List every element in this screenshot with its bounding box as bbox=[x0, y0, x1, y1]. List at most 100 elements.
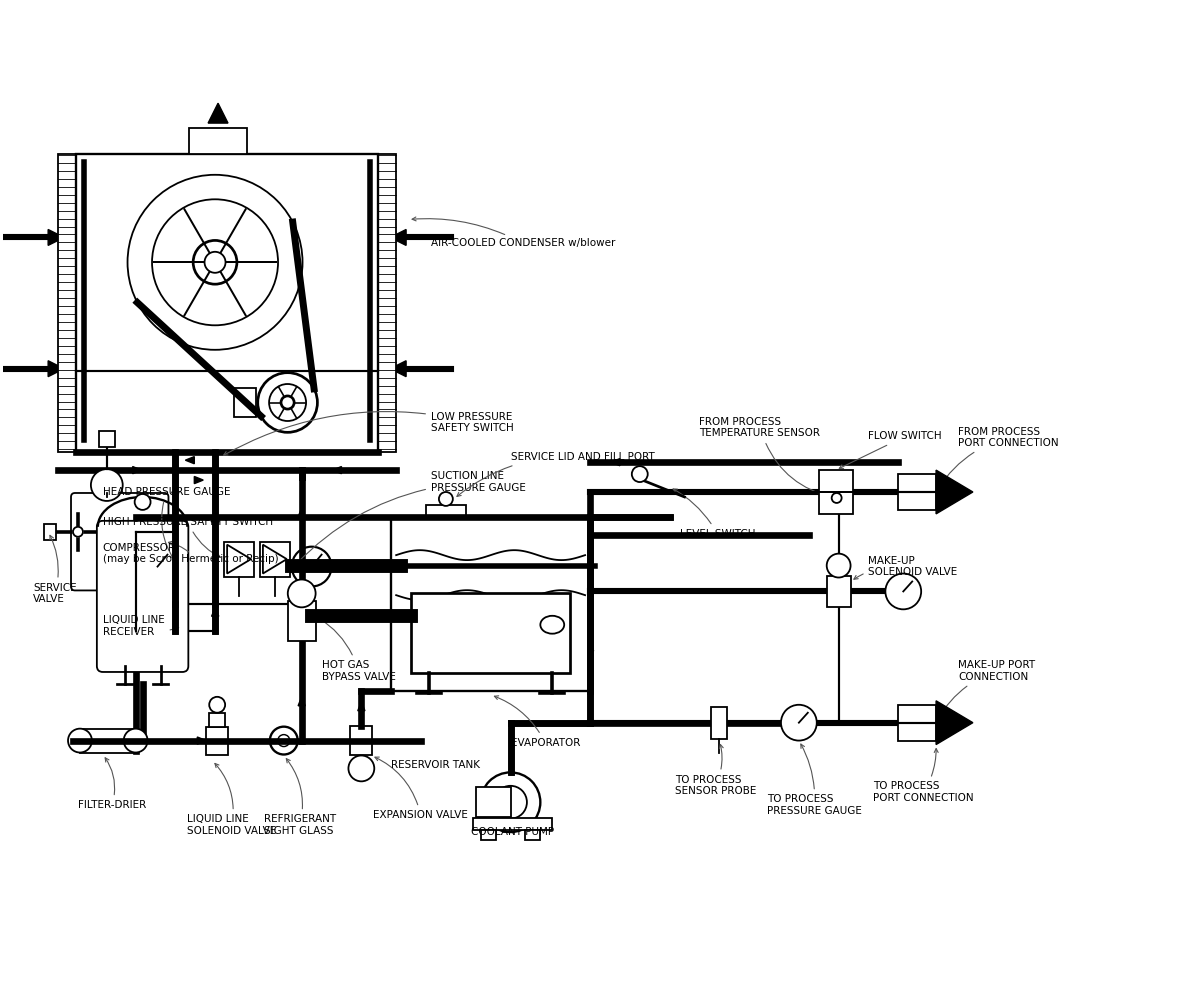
Text: FILTER-DRIER: FILTER-DRIER bbox=[78, 758, 146, 810]
Bar bbox=[712, 707, 727, 738]
Text: LIQUID LINE
SOLENOID VALVE: LIQUID LINE SOLENOID VALVE bbox=[187, 763, 276, 836]
Circle shape bbox=[73, 526, 83, 537]
Text: LEVEL SWITCH: LEVEL SWITCH bbox=[673, 489, 755, 539]
Circle shape bbox=[91, 469, 122, 501]
Circle shape bbox=[193, 241, 236, 284]
Text: EVAPORATOR: EVAPORATOR bbox=[494, 696, 580, 747]
Bar bbox=[475, 788, 510, 817]
Bar bbox=[473, 818, 552, 830]
Polygon shape bbox=[332, 466, 342, 473]
Text: HOT GAS
BYPASS VALVE: HOT GAS BYPASS VALVE bbox=[319, 619, 396, 682]
Bar bbox=[209, 713, 226, 727]
Polygon shape bbox=[332, 562, 342, 570]
Polygon shape bbox=[390, 230, 406, 246]
Polygon shape bbox=[194, 476, 203, 484]
Bar bbox=[378, 154, 396, 453]
Text: TO PROCESS
PORT CONNECTION: TO PROCESS PORT CONNECTION bbox=[874, 748, 974, 803]
Bar bbox=[818, 470, 852, 514]
Bar bbox=[224, 542, 254, 576]
Text: MAKE-UP PORT
CONNECTION: MAKE-UP PORT CONNECTION bbox=[938, 660, 1036, 719]
Ellipse shape bbox=[540, 616, 564, 633]
Bar bbox=[206, 727, 228, 754]
Bar bbox=[412, 593, 570, 673]
Text: HEAD PRESSURE GAUGE: HEAD PRESSURE GAUGE bbox=[103, 487, 230, 558]
Bar bbox=[288, 601, 316, 641]
Text: AIR-COOLED CONDENSER w/blower: AIR-COOLED CONDENSER w/blower bbox=[412, 217, 616, 248]
Polygon shape bbox=[139, 656, 146, 665]
Polygon shape bbox=[172, 492, 179, 501]
Bar bbox=[234, 388, 256, 417]
Polygon shape bbox=[211, 607, 218, 617]
Bar bbox=[899, 474, 936, 510]
Bar bbox=[76, 154, 378, 453]
Bar bbox=[899, 705, 936, 740]
Polygon shape bbox=[936, 701, 973, 744]
Polygon shape bbox=[611, 459, 620, 465]
Bar bbox=[80, 729, 136, 752]
Circle shape bbox=[204, 251, 226, 273]
Text: SERVICE
VALVE: SERVICE VALVE bbox=[34, 535, 77, 604]
Polygon shape bbox=[358, 702, 365, 711]
Bar bbox=[190, 128, 247, 154]
Bar bbox=[481, 830, 496, 840]
Polygon shape bbox=[133, 466, 142, 473]
Circle shape bbox=[258, 373, 318, 432]
Text: FLOW SWITCH: FLOW SWITCH bbox=[839, 431, 942, 468]
Circle shape bbox=[481, 773, 540, 832]
Circle shape bbox=[832, 493, 841, 503]
Circle shape bbox=[124, 729, 148, 752]
Circle shape bbox=[269, 384, 306, 421]
Bar bbox=[526, 830, 540, 840]
Polygon shape bbox=[48, 230, 64, 246]
Text: COOLANT PUMP: COOLANT PUMP bbox=[470, 827, 554, 837]
Circle shape bbox=[278, 735, 289, 746]
Circle shape bbox=[886, 573, 922, 609]
Bar bbox=[827, 575, 851, 607]
Text: REFRIGERANT
SIGHT GLASS: REFRIGERANT SIGHT GLASS bbox=[264, 759, 336, 836]
Bar bbox=[260, 542, 289, 576]
Circle shape bbox=[632, 466, 648, 482]
FancyBboxPatch shape bbox=[71, 493, 168, 590]
Circle shape bbox=[73, 526, 83, 537]
Polygon shape bbox=[298, 508, 305, 517]
Text: EXPANSION VALVE: EXPANSION VALVE bbox=[373, 757, 468, 820]
Polygon shape bbox=[390, 360, 406, 377]
Circle shape bbox=[68, 729, 92, 752]
Text: SERVICE LID AND FILL PORT: SERVICE LID AND FILL PORT bbox=[457, 452, 654, 497]
Bar bbox=[98, 431, 115, 447]
Polygon shape bbox=[185, 457, 194, 464]
Text: TO PROCESS
SENSOR PROBE: TO PROCESS SENSOR PROBE bbox=[674, 744, 756, 796]
Circle shape bbox=[281, 396, 294, 409]
Polygon shape bbox=[587, 642, 594, 651]
Text: LOW PRESSURE
SAFETY SWITCH: LOW PRESSURE SAFETY SWITCH bbox=[223, 411, 514, 456]
Circle shape bbox=[292, 547, 331, 586]
Bar bbox=[100, 525, 109, 538]
Text: SUCTION LINE
PRESSURE GAUGE: SUCTION LINE PRESSURE GAUGE bbox=[296, 471, 526, 564]
Circle shape bbox=[494, 786, 527, 819]
Polygon shape bbox=[298, 697, 305, 706]
Text: MAKE-UP
SOLENOID VALVE: MAKE-UP SOLENOID VALVE bbox=[854, 556, 958, 579]
Circle shape bbox=[127, 175, 302, 350]
Circle shape bbox=[348, 755, 374, 782]
Circle shape bbox=[288, 579, 316, 607]
Bar bbox=[44, 523, 56, 540]
Circle shape bbox=[134, 494, 150, 510]
Text: FROM PROCESS
PORT CONNECTION: FROM PROCESS PORT CONNECTION bbox=[938, 426, 1058, 489]
Polygon shape bbox=[936, 470, 973, 514]
Text: COMPRESSOR
(may be Scroll Hermetic or Recip): COMPRESSOR (may be Scroll Hermetic or Re… bbox=[103, 541, 278, 565]
FancyBboxPatch shape bbox=[97, 520, 188, 672]
Bar bbox=[366, 169, 373, 442]
Circle shape bbox=[209, 697, 226, 713]
Circle shape bbox=[439, 492, 452, 506]
Polygon shape bbox=[211, 512, 220, 521]
Bar bbox=[80, 169, 88, 442]
Text: HIGH PRESSURE SAFETY SWITCH: HIGH PRESSURE SAFETY SWITCH bbox=[103, 517, 272, 558]
Polygon shape bbox=[48, 360, 64, 377]
Text: FROM PROCESS
TEMPERATURE SENSOR: FROM PROCESS TEMPERATURE SENSOR bbox=[700, 416, 833, 498]
Circle shape bbox=[138, 547, 178, 586]
Circle shape bbox=[781, 705, 817, 740]
Bar bbox=[350, 726, 372, 755]
Polygon shape bbox=[208, 103, 228, 123]
Polygon shape bbox=[361, 613, 371, 620]
Bar bbox=[426, 505, 466, 517]
